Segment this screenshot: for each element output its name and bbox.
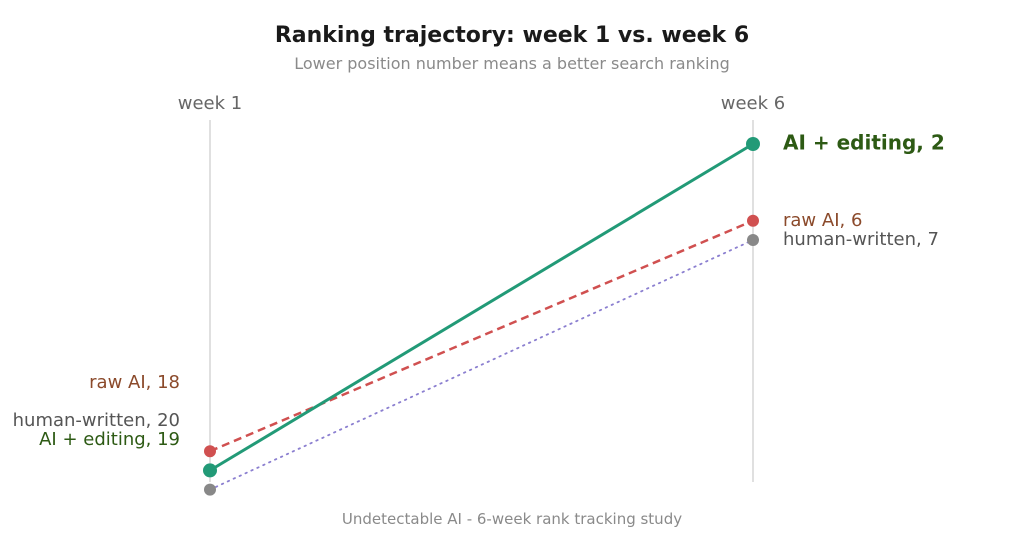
human-label-week1: human-written, 20 [13,410,180,431]
edited-series-line [209,142,754,472]
human-point-week6 [747,234,759,246]
chart-caption: Undetectable AI - 6-week rank tracking s… [342,510,682,528]
human-point-week1 [204,483,216,496]
week6-label: week 6 [721,93,785,114]
edited-point-week1 [203,463,217,478]
chart-subtitle: Lower position number means a better sea… [294,54,730,73]
raw-label-week6: raw AI, 6 [783,210,862,231]
edited-label-week6: AI + editing, 2 [783,131,945,155]
human-label-week6: human-written, 7 [783,229,939,250]
raw-label-week1: raw AI, 18 [89,372,180,393]
human-series-line [209,239,754,491]
raw-point-week1 [204,445,216,458]
edited-label-week1: AI + editing, 19 [39,429,180,450]
edited-point-week6 [746,137,760,151]
week1-label: week 1 [178,93,242,114]
raw-series-line [209,219,754,453]
raw-point-week6 [747,214,759,227]
chart-title: Ranking trajectory: week 1 vs. week 6 [275,23,749,48]
